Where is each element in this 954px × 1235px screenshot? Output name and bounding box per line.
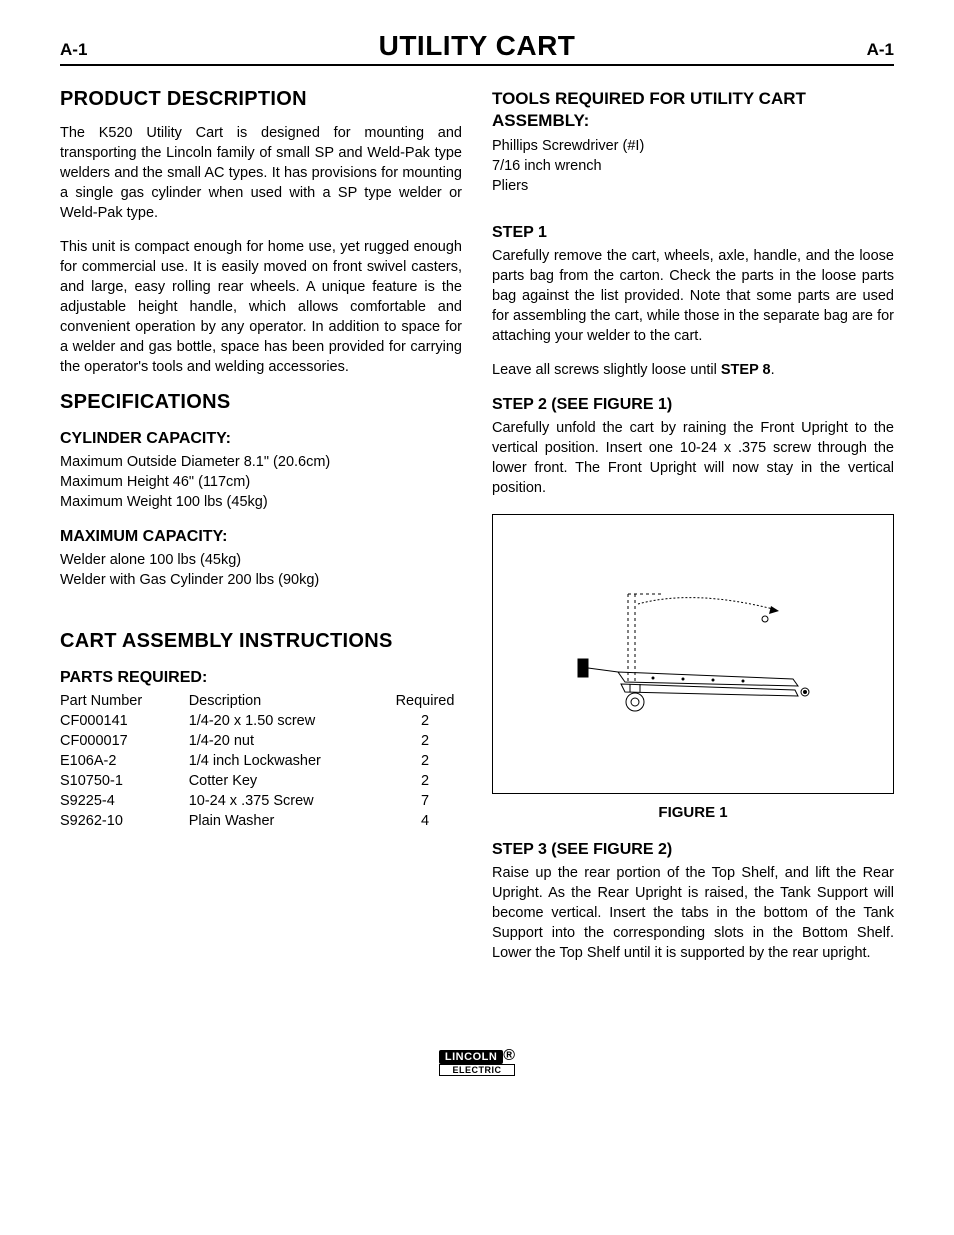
figure-1-diagram	[543, 564, 843, 744]
logo-top-text: LINCOLN	[439, 1050, 503, 1064]
step2-paragraph: Carefully unfold the cart by raining the…	[492, 418, 894, 498]
heading-parts-required: PARTS REQUIRED:	[60, 669, 462, 687]
heading-maximum-capacity: MAXIMUM CAPACITY:	[60, 528, 462, 546]
part-number: S9262-10	[60, 811, 189, 831]
part-number: E106A-2	[60, 751, 189, 771]
product-paragraph-2: This unit is compact enough for home use…	[60, 237, 462, 377]
part-description: 1/4 inch Lockwasher	[189, 751, 392, 771]
lincoln-electric-logo: LINCOLN® ELECTRIC	[439, 1047, 515, 1076]
page-header: A-1 UTILITY CART A-1	[60, 30, 894, 66]
part-description: 1/4-20 nut	[189, 731, 392, 751]
tool-line: Pliers	[492, 176, 894, 196]
heading-product-description: PRODUCT DESCRIPTION	[60, 88, 462, 111]
table-row: E106A-2 1/4 inch Lockwasher 2	[60, 751, 462, 771]
heading-step-3: STEP 3 (SEE FIGURE 2)	[492, 841, 894, 859]
cart-outline-group	[578, 594, 809, 711]
part-required: 2	[392, 751, 462, 771]
step1-paragraph: Carefully remove the cart, wheels, axle,…	[492, 246, 894, 346]
footer-logo: LINCOLN® ELECTRIC	[60, 1047, 894, 1078]
part-description: Plain Washer	[189, 811, 392, 831]
table-row: CF000017 1/4-20 nut 2	[60, 731, 462, 751]
part-number: S10750-1	[60, 771, 189, 791]
figure-1-caption: FIGURE 1	[492, 804, 894, 821]
left-column: PRODUCT DESCRIPTION The K520 Utility Car…	[60, 78, 462, 977]
logo-bottom-text: ELECTRIC	[439, 1064, 515, 1076]
content-columns: PRODUCT DESCRIPTION The K520 Utility Car…	[60, 78, 894, 977]
part-number: CF000017	[60, 731, 189, 751]
cylinder-spec-line: Maximum Outside Diameter 8.1" (20.6cm)	[60, 452, 462, 472]
part-description: 10-24 x .375 Screw	[189, 791, 392, 811]
parts-header-partnumber: Part Number	[60, 691, 189, 711]
heading-tools-required: TOOLS REQUIRED FOR UTILITY CART ASSEMBLY…	[492, 88, 894, 132]
heading-step-2: STEP 2 (SEE FIGURE 1)	[492, 396, 894, 414]
step3-paragraph: Raise up the rear portion of the Top She…	[492, 863, 894, 963]
page-title: UTILITY CART	[87, 30, 866, 62]
step1-note: Leave all screws slightly loose until ST…	[492, 360, 894, 380]
parts-header-required: Required	[392, 691, 462, 711]
part-required: 2	[392, 731, 462, 751]
parts-table: Part Number Description Required CF00014…	[60, 691, 462, 831]
table-row: S9262-10 Plain Washer 4	[60, 811, 462, 831]
part-required: 2	[392, 711, 462, 731]
part-number: CF000141	[60, 711, 189, 731]
max-spec-line: Welder alone 100 lbs (45kg)	[60, 550, 462, 570]
header-left-code: A-1	[60, 40, 87, 60]
part-description: Cotter Key	[189, 771, 392, 791]
part-required: 7	[392, 791, 462, 811]
step1-note-pre: Leave all screws slightly loose until	[492, 362, 721, 378]
step1-note-bold: STEP 8	[721, 362, 771, 378]
tool-line: 7/16 inch wrench	[492, 156, 894, 176]
product-paragraph-1: The K520 Utility Cart is designed for mo…	[60, 123, 462, 223]
part-required: 4	[392, 811, 462, 831]
figure-1-box	[492, 514, 894, 794]
cylinder-spec-line: Maximum Weight 100 lbs (45kg)	[60, 492, 462, 512]
heading-step-1: STEP 1	[492, 224, 894, 242]
table-row: S9225-4 10-24 x .375 Screw 7	[60, 791, 462, 811]
table-row: CF000141 1/4-20 x 1.50 screw 2	[60, 711, 462, 731]
heading-specifications: SPECIFICATIONS	[60, 391, 462, 414]
table-row: S10750-1 Cotter Key 2	[60, 771, 462, 791]
heading-cart-assembly: CART ASSEMBLY INSTRUCTIONS	[60, 630, 462, 653]
header-right-code: A-1	[867, 40, 894, 60]
right-column: TOOLS REQUIRED FOR UTILITY CART ASSEMBLY…	[492, 78, 894, 977]
part-description: 1/4-20 x 1.50 screw	[189, 711, 392, 731]
part-required: 2	[392, 771, 462, 791]
parts-header-row: Part Number Description Required	[60, 691, 462, 711]
max-spec-line: Welder with Gas Cylinder 200 lbs (90kg)	[60, 570, 462, 590]
cylinder-spec-line: Maximum Height 46" (117cm)	[60, 472, 462, 492]
heading-cylinder-capacity: CYLINDER CAPACITY:	[60, 430, 462, 448]
parts-header-description: Description	[189, 691, 392, 711]
part-number: S9225-4	[60, 791, 189, 811]
step1-note-post: .	[771, 362, 775, 378]
tool-line: Phillips Screwdriver (#I)	[492, 136, 894, 156]
